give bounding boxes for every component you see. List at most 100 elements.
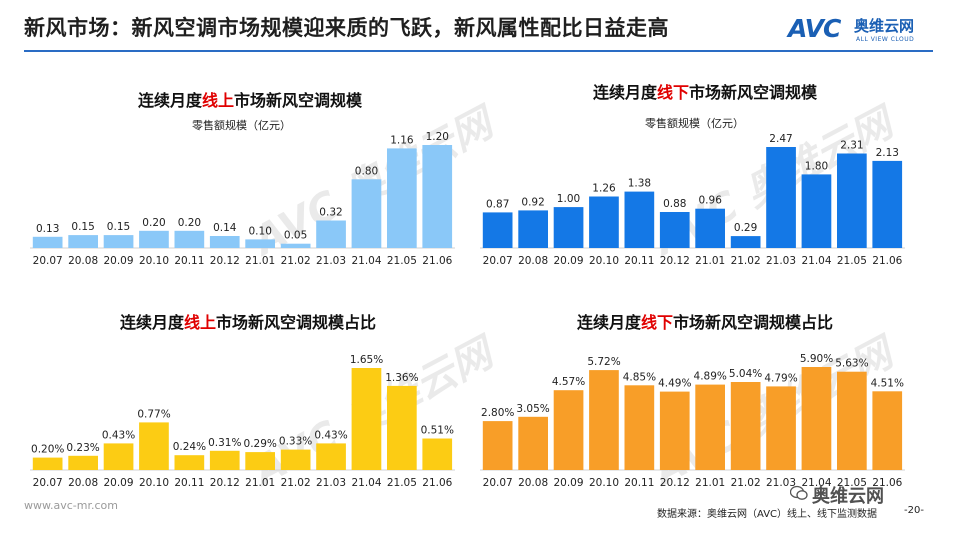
x-tick-label: 20.08 [68,477,98,489]
bar-20.09 [103,235,134,248]
x-tick-label: 20.11 [174,255,204,267]
bar-20.09 [103,443,134,470]
x-tick-label: 21.06 [422,255,452,267]
data-label: 0.20% [31,444,64,456]
x-tick-label: 20.11 [174,477,204,489]
x-tick-label: 20.12 [660,477,690,489]
data-label: 1.00 [557,193,580,205]
chart-title-offline-size: 连续月度线下市场新风空调规模 [592,83,818,102]
x-tick-label: 21.03 [316,477,346,489]
x-tick-label: 20.08 [68,255,98,267]
x-tick-label: 21.02 [281,255,311,267]
bar-21.02 [280,243,311,248]
bar-20.08 [68,455,98,470]
x-tick-label: 21.01 [245,255,275,267]
x-tick-label: 20.10 [139,477,169,489]
bar-21.03 [766,386,796,470]
data-label: 4.85% [623,371,656,383]
bar-20.11 [174,455,205,470]
x-tick-label: 21.05 [837,477,867,489]
bar-21.06 [872,391,903,470]
data-label: 0.32 [319,207,342,219]
bar-21.04 [351,368,382,470]
data-label: 0.23% [66,442,99,454]
bar-20.07 [482,421,513,470]
bar-20.07 [482,212,513,248]
bar-21.04 [351,179,382,248]
x-tick-label: 21.06 [422,477,452,489]
x-tick-label: 20.12 [660,255,690,267]
data-label: 0.15 [71,221,94,233]
data-label: 0.15 [107,221,130,233]
data-label: 0.88 [663,198,686,210]
data-label: 1.36% [385,372,418,384]
data-label: 0.29% [244,438,277,450]
bar-20.10 [139,422,169,470]
bar-21.05 [387,148,417,248]
bar-20.11 [624,191,655,248]
data-label: 0.43% [102,429,135,441]
bar-21.03 [316,220,346,248]
bar-20.11 [174,230,205,248]
bar-20.08 [518,210,548,248]
bar-20.09 [553,390,584,470]
page-title: 新风市场：新风空调市场规模迎来质的飞跃，新风属性配比日益走高 [24,16,669,40]
data-label: 4.51% [871,377,904,389]
bar-20.10 [139,230,169,248]
bar-21.01 [245,239,275,248]
logo-cn-text: 奥维云网 [854,17,915,35]
data-label: 3.05% [516,403,549,415]
bar-21.02 [280,449,311,470]
x-tick-label: 20.09 [553,477,583,489]
x-tick-label: 20.11 [624,477,654,489]
x-tick-label: 21.02 [281,477,311,489]
x-tick-label: 20.09 [103,255,133,267]
x-tick-label: 20.10 [589,477,619,489]
data-label: 0.43% [314,429,347,441]
wechat-icon [790,485,808,500]
data-label: 4.89% [694,371,727,383]
x-tick-label: 21.04 [351,477,381,489]
data-label: 1.16 [390,134,414,146]
data-label: 0.20 [178,217,201,229]
data-source: 数据来源：奥维云网（AVC）线上、线下监测数据 [657,509,878,520]
logo-en-text: ALL VIEW CLOUD [856,36,915,43]
x-tick-label: 21.04 [351,255,381,267]
website-link[interactable]: www.avc-mr.com [24,499,118,512]
data-label: 0.92 [521,196,544,208]
x-tick-label: 20.09 [103,477,133,489]
chart-online-share: 0.20% 20.07 0.23% 20.08 0.43% 20.09 0.77% 20.10… [30,354,455,489]
data-label: 0.20 [142,217,165,229]
bar-21.04 [801,367,832,470]
bar-21.06 [422,438,453,470]
data-label: 2.13 [876,147,899,159]
data-label: 1.20 [426,131,449,143]
chart-title-online-share: 连续月度线上市场新风空调规模占比 [119,313,377,332]
bar-20.07 [32,457,63,470]
data-label: 2.47 [769,133,792,145]
title-divider [24,50,933,52]
data-label: 5.72% [587,356,620,368]
data-label: 5.04% [729,368,762,380]
x-tick-label: 20.07 [483,477,513,489]
logo-mark: AVC [788,14,841,43]
bar-21.05 [837,371,867,470]
data-label: 1.26 [592,183,616,195]
bar-21.04 [801,174,832,248]
bar-20.11 [624,385,655,470]
bar-20.12 [209,236,240,248]
data-label: 4.49% [658,378,691,390]
x-tick-label: 20.08 [518,255,548,267]
chart-online-size: 0.13 20.07 0.15 20.08 0.15 20.09 0.20 20.10 0.20… [30,131,455,267]
chart-offline-share: 2.80% 20.07 3.05% 20.08 4.57% 20.09 5.72% 20.10… [480,353,905,489]
x-tick-label: 21.05 [387,255,417,267]
data-label: 0.14 [213,222,237,234]
x-tick-label: 21.02 [731,255,761,267]
data-label: 0.24% [173,441,206,453]
bar-21.03 [766,147,796,248]
bar-21.01 [695,384,725,470]
bar-21.02 [730,382,761,470]
data-label: 0.13 [36,223,59,235]
y-unit-label: 零售额规模（亿元） [192,119,291,132]
page-number: -20- [904,505,924,516]
